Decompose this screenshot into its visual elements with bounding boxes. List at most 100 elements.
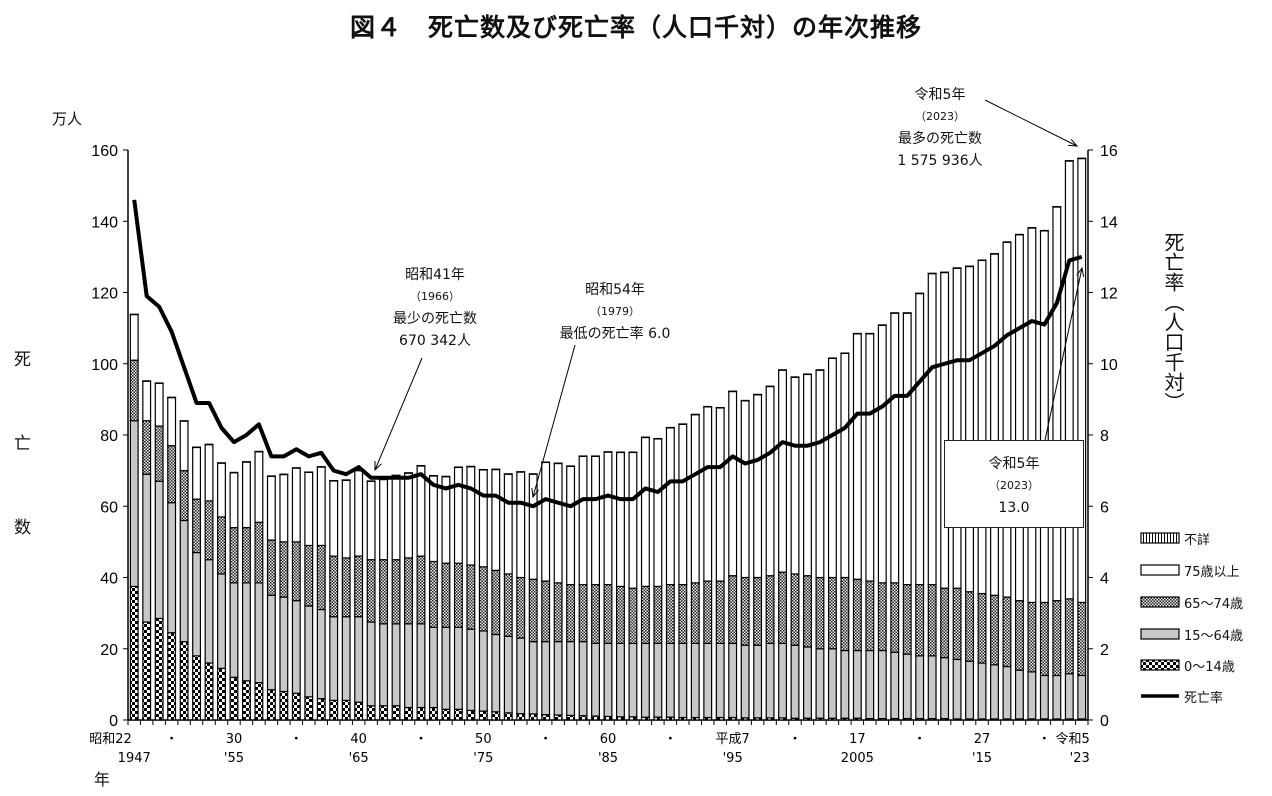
bar-segment-15～64歳 xyxy=(778,642,788,719)
bar-segment-75歳以上 xyxy=(703,406,713,582)
bar-segment-15～64歳 xyxy=(765,642,775,719)
bar-segment-15～64歳 xyxy=(690,642,700,719)
bar-segment-15～64歳 xyxy=(553,641,563,716)
bar-segment-65～74歳 xyxy=(491,569,501,636)
bar-segment-65～74歳 xyxy=(715,580,725,645)
legend-label: 15～64歳 xyxy=(1184,628,1244,644)
bar-segment-75歳以上 xyxy=(990,253,999,596)
bar-segment-15～64歳 xyxy=(204,559,214,664)
bar-segment-15～64歳 xyxy=(678,642,688,719)
x-tick-label-era: ・ xyxy=(789,732,802,747)
bar-segment-15～64歳 xyxy=(366,621,376,707)
left-axis-tick-label: 140 xyxy=(91,214,118,231)
bar-segment-75歳以上 xyxy=(628,451,638,589)
bar-segment-15～64歳 xyxy=(790,644,800,719)
annotation-era: 令和5年 xyxy=(988,456,1040,472)
bar-segment-15～64歳 xyxy=(566,641,576,716)
legend-label: 65～74歳 xyxy=(1184,596,1244,612)
bar-segment-65～74歳 xyxy=(154,425,164,482)
x-tick-label-era: ・ xyxy=(1038,732,1051,747)
left-axis-tick-label: 40 xyxy=(100,571,118,588)
bar-1952 xyxy=(192,446,202,721)
bar-segment-15～64歳 xyxy=(254,582,264,684)
bar-segment-15～64歳 xyxy=(753,644,763,719)
bar-segment-65～74歳 xyxy=(915,584,925,657)
bar-segment-15～64歳 xyxy=(1077,674,1087,720)
bar-segment-15～64歳 xyxy=(354,616,364,703)
bar-segment-15～64歳 xyxy=(902,653,912,720)
bar-segment-65～74歳 xyxy=(528,578,538,643)
bar-2004 xyxy=(840,352,850,721)
right-axis-tick-label: 14 xyxy=(1100,214,1118,231)
bar-1989 xyxy=(653,437,663,721)
bar-segment-75歳以上 xyxy=(391,475,401,561)
bar-2007 xyxy=(877,324,887,721)
bar-segment-75歳以上 xyxy=(192,446,202,500)
bar-segment-65～74歳 xyxy=(965,591,975,662)
annotation-era: 昭和54年 xyxy=(585,282,645,298)
bar-segment-75歳以上 xyxy=(291,467,301,543)
right-axis-tick-label: 12 xyxy=(1100,286,1118,303)
bar-segment-75歳以上 xyxy=(416,465,426,557)
bar-segment-15～64歳 xyxy=(852,649,862,719)
bar-segment-15～64歳 xyxy=(640,642,650,718)
bar-segment-65～74歳 xyxy=(952,587,962,661)
bar-segment-0～14歳 xyxy=(279,690,289,721)
bar-segment-15～64歳 xyxy=(915,655,925,720)
bar-segment-75歳以上 xyxy=(915,292,925,586)
x-tick-label-era: 40 xyxy=(350,732,367,747)
left-axis-unit: 万人 xyxy=(52,110,83,128)
bar-segment-65～74歳 xyxy=(678,584,688,645)
x-tick-label-era: 平成7 xyxy=(716,732,750,747)
bar-segment-65～74歳 xyxy=(803,575,812,648)
bar-segment-65～74歳 xyxy=(815,576,825,650)
x-tick-label-year: '23 xyxy=(1070,751,1090,766)
right-axis-tick-label: 4 xyxy=(1100,571,1109,588)
bar-segment-15～64歳 xyxy=(952,658,962,720)
bar-segment-65～74歳 xyxy=(129,359,139,422)
x-tick-label-year: '55 xyxy=(224,751,244,766)
right-axis-tick-label: 8 xyxy=(1100,428,1109,445)
annotation-year: （1966） xyxy=(410,290,460,303)
bar-segment-75歳以上 xyxy=(653,438,663,588)
bar-1984 xyxy=(591,455,600,721)
bar-segment-75歳以上 xyxy=(578,455,588,586)
legend-swatch-death-rate xyxy=(1141,694,1179,698)
bar-segment-75歳以上 xyxy=(217,462,226,518)
bar-segment-65～74歳 xyxy=(603,584,613,645)
bar-segment-65～74歳 xyxy=(653,585,663,645)
bar-segment-0～14歳 xyxy=(142,621,152,721)
bar-segment-65～74歳 xyxy=(453,562,463,628)
bar-segment-15～64歳 xyxy=(890,651,900,720)
bar-1996 xyxy=(740,399,750,721)
bar-segment-75歳以上 xyxy=(516,471,526,579)
annotation-value: 1 575 936人 xyxy=(897,153,983,169)
bar-1981 xyxy=(553,462,563,721)
bar-segment-65～74歳 xyxy=(379,559,389,625)
bar-segment-75歳以上 xyxy=(927,273,937,586)
bar-segment-65～74歳 xyxy=(316,544,326,611)
bar-segment-75歳以上 xyxy=(977,259,987,595)
bar-segment-65～74歳 xyxy=(229,527,239,584)
bar-segment-65～74歳 xyxy=(865,580,875,652)
bar-segment-65～74歳 xyxy=(927,584,937,657)
bar-1951 xyxy=(179,420,189,721)
bar-segment-75歳以上 xyxy=(404,472,413,559)
bar-segment-75歳以上 xyxy=(1002,241,1012,598)
bar-1974 xyxy=(466,465,476,721)
bar-segment-15～64歳 xyxy=(428,626,438,709)
bar-segment-15～64歳 xyxy=(653,642,663,718)
bar-segment-75歳以上 xyxy=(803,373,812,577)
bar-segment-15～64歳 xyxy=(179,519,189,643)
bar-1995 xyxy=(728,390,738,721)
bar-segment-15～64歳 xyxy=(329,616,339,702)
bar-segment-75歳以上 xyxy=(640,436,650,588)
bar-segment-75歳以上 xyxy=(254,451,264,523)
bar-segment-75歳以上 xyxy=(204,444,214,502)
bar-segment-15～64歳 xyxy=(503,635,513,714)
x-tick-label-era: ・ xyxy=(539,732,552,747)
x-tick-label-era: ・ xyxy=(290,732,303,747)
bar-1969 xyxy=(404,472,413,721)
x-tick-label-year: '65 xyxy=(349,751,369,766)
bar-segment-75歳以上 xyxy=(665,427,675,586)
